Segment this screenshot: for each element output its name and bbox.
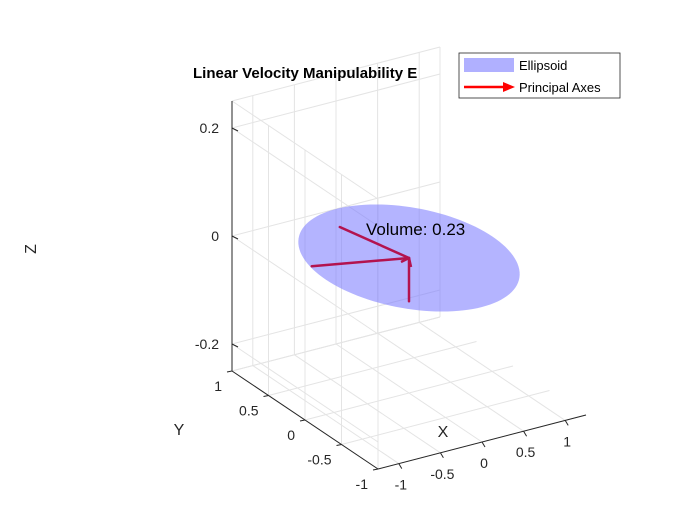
legend-entry-ellipsoid: Ellipsoid (519, 58, 567, 73)
grid-line (231, 235, 379, 335)
legend-entry-principal-axes: Principal Axes (519, 80, 601, 95)
legend-ellipsoid-swatch (464, 58, 514, 72)
y-tick-label: -0.5 (307, 452, 331, 468)
x-tick (439, 452, 444, 459)
tick-labels: -1 -0.5 0 0.5 1 -1 -0.5 0 0.5 1 -0.2 0 0.2 (195, 120, 571, 493)
x-tick (564, 420, 569, 426)
legend: Ellipsoid Principal Axes (458, 52, 621, 99)
chart-title: Linear Velocity Manipulability E (193, 65, 417, 82)
y-tick-label: 0.5 (239, 403, 259, 419)
y-tick-label: 0 (287, 427, 295, 443)
z-tick (231, 235, 239, 240)
z-tick-label: 0 (211, 228, 219, 244)
z-tick-label: 0.2 (200, 120, 220, 136)
volume-annotation: Volume: 0.23 (366, 220, 465, 239)
z-tick-label: -0.2 (195, 336, 219, 352)
z-tick (231, 343, 239, 348)
y-axis-label: Y (174, 422, 185, 439)
x-tick (481, 441, 486, 448)
grid-line (268, 341, 477, 396)
grid-line (231, 73, 441, 129)
grid-edge (231, 46, 441, 102)
y-tick (336, 444, 342, 446)
y-tick (226, 370, 233, 373)
y-tick-label: 1 (214, 378, 222, 394)
x-tick-label: 1 (563, 433, 571, 449)
x-tick-label: -0.5 (430, 466, 454, 482)
grid-line (231, 343, 379, 443)
legend-principal-axes-arrowhead (503, 82, 515, 92)
x-tick (523, 430, 528, 437)
principal-axis-arrow (338, 225, 411, 260)
x-axis-label: X (438, 424, 449, 441)
y-tick (372, 468, 379, 471)
principal-axis-arrowhead (400, 256, 413, 268)
y-tick (299, 419, 306, 422)
y-tick-label: -1 (356, 476, 369, 492)
grid-line (341, 390, 550, 445)
grid-edge (231, 316, 441, 372)
x-tick-label: 0 (480, 455, 488, 471)
z-tick (231, 127, 239, 132)
grid-edge (231, 100, 379, 200)
y-tick (263, 395, 269, 397)
axis-lines (226, 101, 587, 471)
x-tick-label: -1 (395, 477, 408, 493)
x-tick-label: 0.5 (516, 444, 536, 460)
grid-line (304, 365, 514, 421)
principal-axes-layer (310, 225, 413, 303)
z-axis-label: Z (23, 244, 40, 254)
principal-axis-arrow (310, 256, 411, 268)
x-tick (398, 463, 403, 469)
